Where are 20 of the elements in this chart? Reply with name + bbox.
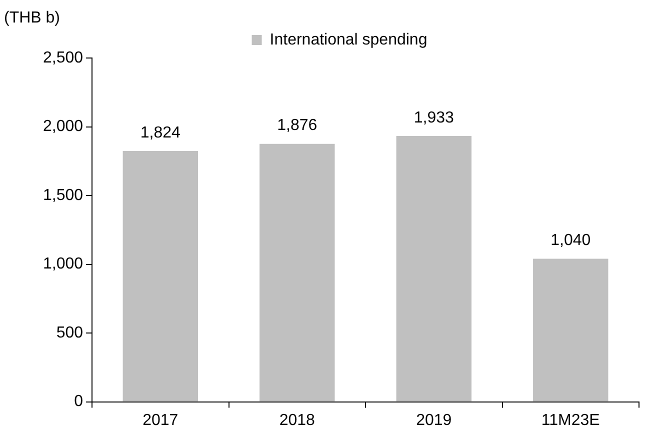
legend-label: International spending (270, 31, 428, 48)
y-axis-title: (THB b) (4, 9, 60, 26)
y-tick-label: 2,500 (42, 49, 84, 66)
data-label: 1,040 (550, 232, 591, 250)
y-tick-label: 2,000 (42, 118, 84, 136)
y-tick-label: 1,500 (42, 186, 84, 204)
bar (533, 258, 608, 402)
x-tick-label: 2018 (279, 412, 316, 429)
y-tick-label: 1,000 (42, 256, 84, 273)
data-label: 1,933 (414, 109, 454, 126)
bar (122, 150, 198, 402)
x-tick-label: 2019 (416, 412, 452, 429)
data-label: 1,876 (277, 117, 318, 134)
x-tick-label: 11M23E (541, 412, 600, 429)
bar (260, 144, 335, 402)
data-label: 1,824 (140, 124, 181, 142)
y-tick-label: 500 (56, 324, 84, 342)
bar (396, 136, 472, 402)
x-tick-label: 2017 (142, 412, 178, 429)
y-tick-label: 0 (74, 393, 84, 410)
